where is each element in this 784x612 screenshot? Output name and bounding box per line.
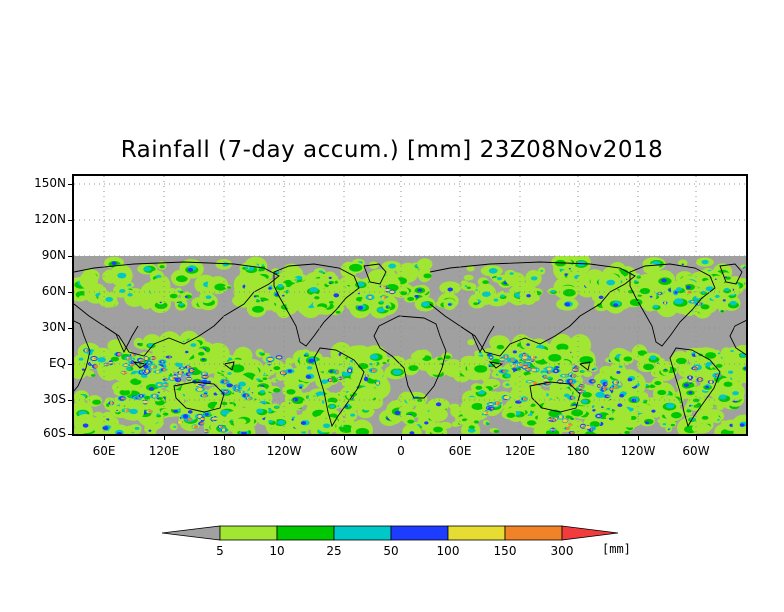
colorbar-tick-label: 5 [216,544,224,558]
latitude-label: 90N [41,248,66,262]
colorbar-tick-label: 150 [493,544,517,558]
colorbar-bin [219,525,278,541]
gridlines [74,176,746,434]
coastline [363,263,387,285]
latitude-label: 60N [41,284,66,298]
longitude-label: 60W [330,444,358,458]
colorbar [161,525,619,541]
coastline [173,381,225,413]
longitude-label: 60E [92,444,116,458]
longitude-label: 180 [566,444,590,458]
coastline [729,319,746,356]
coastline [488,361,504,369]
longitude-label: 120E [504,444,536,458]
colorbar-bin [276,525,335,541]
colorbar-tick-label: 25 [326,544,342,558]
longitude-label: 180 [212,444,236,458]
coastline [313,347,365,428]
colorbar-bin [504,525,563,541]
longitude-label: 120W [620,444,656,458]
longitude-label: 120E [148,444,180,458]
colorbar-tick-label: 100 [436,544,460,558]
coastlines-layer [74,261,746,428]
longitude-label: 120W [266,444,302,458]
coastline [103,325,139,354]
colorbar-bin [447,525,506,541]
latitude-label: 30N [41,320,66,334]
colorbar-below-triangle [161,525,221,541]
coastline [273,263,360,347]
latitude-label: 30S [43,392,66,406]
rainfall-layer [74,256,746,434]
coastline [222,361,235,371]
latitude-label: 150N [34,176,66,190]
latitude-label: 120N [34,212,66,226]
colorbar-units: [mm] [602,542,631,556]
coastline [629,263,716,347]
latitude-label: EQ [48,356,66,370]
colorbar-tick-label: 300 [550,544,574,558]
colorbar-bin [333,525,392,541]
longitude-label: 60E [448,444,472,458]
colorbar-tick-label: 50 [383,544,399,558]
map-frame [72,174,748,436]
map-title: Rainfall (7-day accum.) [mm] 23Z08Nov201… [120,137,664,163]
colorbar-tick-label: 10 [269,544,285,558]
coastline [669,347,721,428]
latitude-label: 60S [43,426,66,440]
rainfall-map [74,176,746,434]
coastline [132,361,148,369]
longitude-label: 0 [397,444,405,458]
coastline [719,263,743,285]
coastline [373,315,447,399]
colorbar-above-triangle [561,525,619,541]
coastline [459,325,495,354]
coastline [578,361,591,371]
longitude-label: 60W [682,444,710,458]
colorbar-bin [390,525,449,541]
coastline [529,381,581,413]
